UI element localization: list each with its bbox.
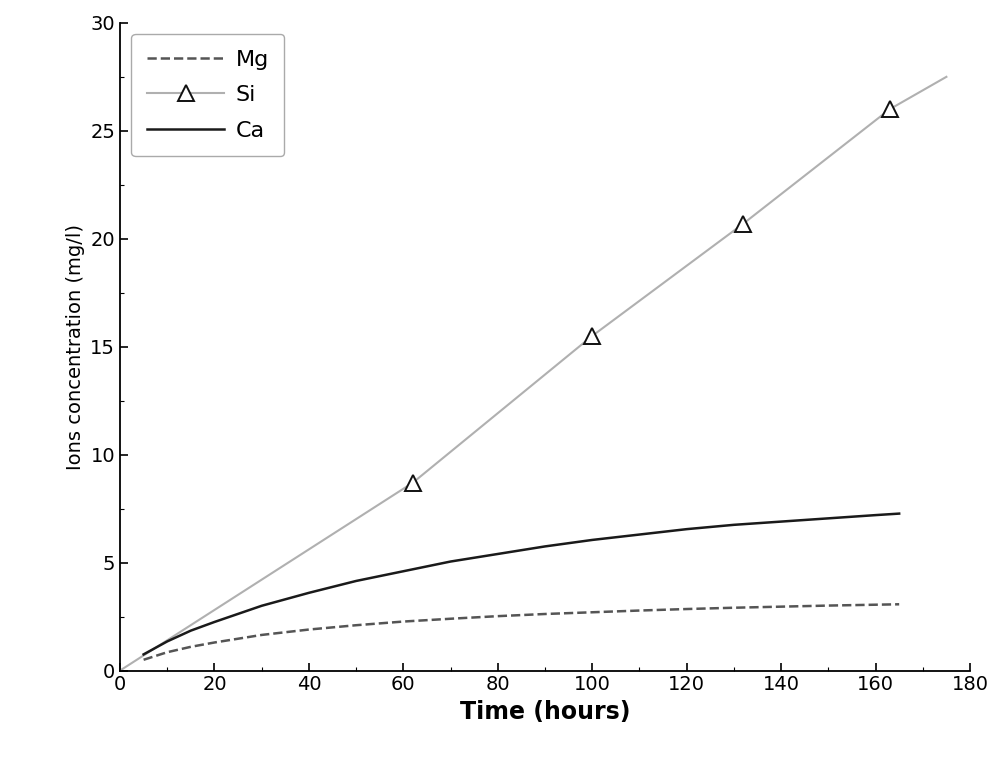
Mg [893, 600, 905, 609]
Ca [633, 530, 645, 539]
Ca [161, 637, 173, 646]
Mg [822, 601, 834, 610]
Ca [397, 567, 409, 576]
Ca [350, 576, 362, 585]
X-axis label: Time (hours): Time (hours) [460, 700, 630, 724]
Mg [208, 638, 220, 647]
Legend: Mg, Si, Ca: Mg, Si, Ca [131, 34, 284, 156]
Ca [492, 549, 504, 559]
Mg [445, 614, 457, 623]
Ca [208, 617, 220, 626]
Ca [185, 626, 197, 636]
Ca [681, 524, 693, 533]
Ca [893, 509, 905, 518]
Mg [185, 642, 197, 652]
Mg [633, 606, 645, 615]
Ca [256, 601, 268, 610]
Mg [539, 610, 551, 619]
Mg [397, 617, 409, 626]
Ca [822, 514, 834, 523]
Mg [870, 600, 882, 610]
Line: Mg: Mg [144, 604, 899, 660]
Ca [728, 520, 740, 530]
Mg [161, 648, 173, 657]
Mg [775, 602, 787, 611]
Ca [445, 557, 457, 566]
Mg [728, 604, 740, 613]
Mg [256, 630, 268, 639]
Mg [492, 612, 504, 621]
Ca [870, 511, 882, 520]
Mg [303, 625, 315, 634]
Y-axis label: Ions concentration (mg/l): Ions concentration (mg/l) [66, 224, 85, 469]
Mg [681, 604, 693, 613]
Mg [138, 655, 150, 664]
Ca [303, 588, 315, 597]
Ca [775, 517, 787, 526]
Mg [350, 620, 362, 629]
Ca [138, 650, 150, 659]
Mg [586, 608, 598, 617]
Line: Ca: Ca [144, 514, 899, 655]
Ca [539, 542, 551, 551]
Ca [586, 536, 598, 545]
